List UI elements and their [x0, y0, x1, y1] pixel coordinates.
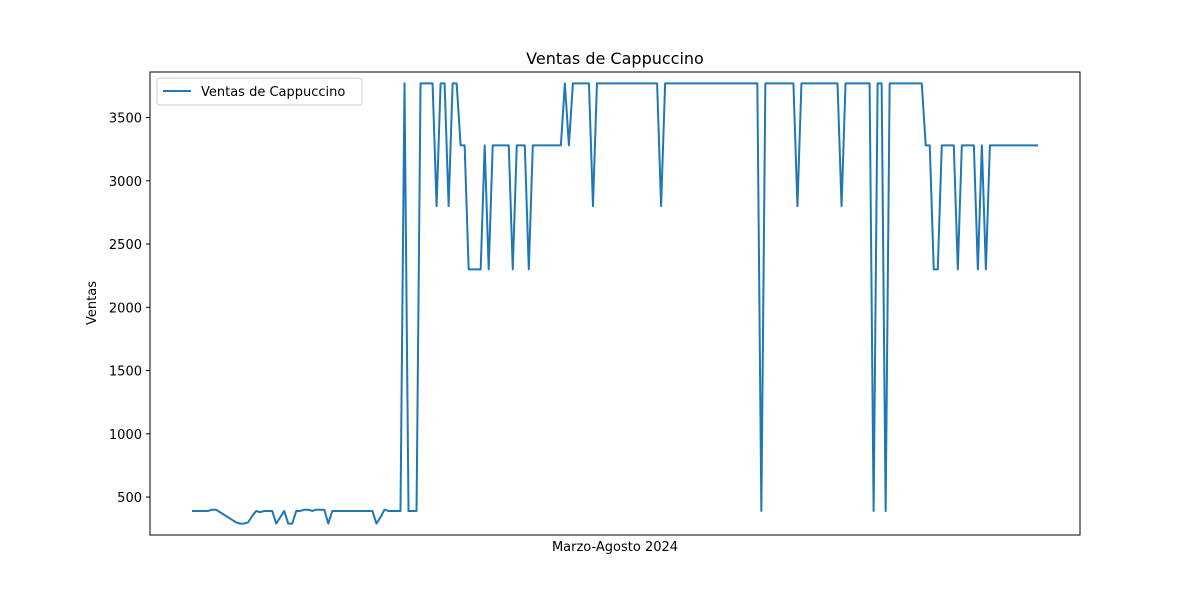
legend-label: Ventas de Cappuccino	[201, 85, 345, 100]
y-tick-label: 500	[117, 491, 142, 506]
x-axis-label: Marzo-Agosto 2024	[552, 540, 678, 555]
y-tick-label: 2500	[109, 238, 142, 253]
y-tick-label: 1000	[109, 428, 142, 443]
y-axis-ticks: 500 1000 1500 2000 2500 3000 3500	[109, 112, 150, 506]
series-line	[192, 82, 1038, 525]
series-layer	[192, 82, 1038, 525]
plot-frame	[149, 71, 1081, 536]
y-axis-label: Ventas	[85, 281, 100, 325]
legend-box	[156, 77, 363, 106]
y-tick-label: 3000	[109, 175, 142, 190]
y-tick-label: 1500	[109, 365, 142, 380]
y-tick-label: 2000	[109, 301, 142, 316]
y-tick-label: 3500	[109, 112, 142, 127]
plot-area	[150, 72, 1080, 535]
chart-title: Ventas de Cappuccino	[526, 49, 704, 68]
legend: Ventas de Cappuccino	[156, 77, 363, 106]
